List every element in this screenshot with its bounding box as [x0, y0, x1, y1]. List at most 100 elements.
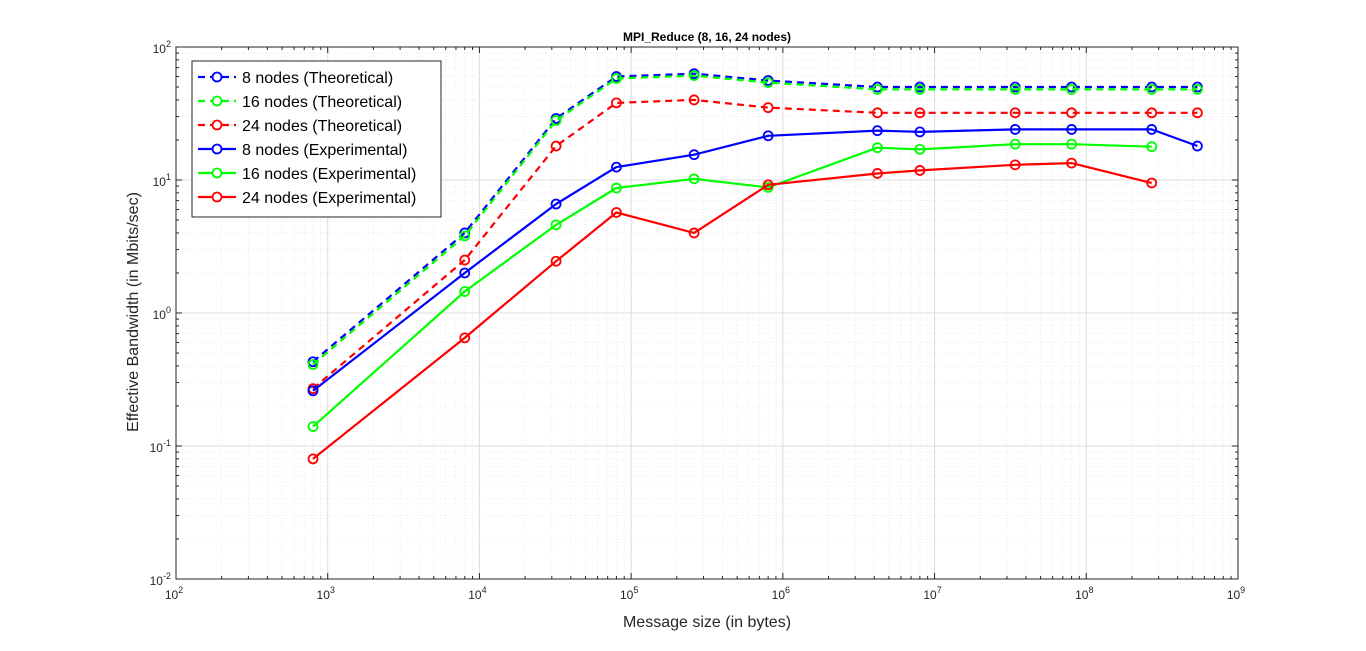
data-point [914, 83, 926, 95]
legend-label: 24 nodes (Experimental) [242, 190, 416, 207]
data-point [688, 70, 700, 81]
legend-label: 24 nodes (Theoretical) [242, 118, 402, 135]
data-point [1009, 107, 1021, 119]
legend-marker [211, 95, 223, 107]
legend-entry: 24 nodes (Theoretical) [198, 118, 402, 135]
x-tick-label: 109 [1227, 585, 1245, 602]
x-tick-label: 104 [468, 585, 486, 602]
series-4 [307, 124, 1203, 397]
data-point [611, 207, 622, 218]
legend-marker [211, 191, 223, 203]
data-point [762, 130, 774, 142]
legend-entry: 8 nodes (Experimental) [198, 142, 407, 159]
data-point [914, 107, 926, 119]
y-tick-label: 10-2 [150, 571, 171, 588]
data-point [307, 385, 319, 397]
data-point [1146, 177, 1158, 189]
data-point [307, 453, 319, 465]
legend-marker [211, 167, 223, 179]
data-point [1066, 157, 1077, 169]
legend-label: 8 nodes (Experimental) [242, 142, 407, 159]
series-5 [307, 138, 1158, 432]
data-point [1066, 83, 1077, 95]
x-axis-label: Message size (in bytes) [623, 614, 791, 631]
data-point [872, 125, 883, 137]
data-point [872, 83, 883, 95]
series-3 [307, 94, 1203, 395]
data-point [1192, 83, 1203, 95]
data-point [550, 140, 562, 152]
series-line [312, 128, 1198, 392]
series-line [312, 74, 1198, 366]
data-point [1192, 107, 1203, 119]
y-axis-label: Effective Bandwidth (in Mbits/sec) [125, 192, 142, 432]
data-point [872, 168, 883, 179]
data-point [307, 359, 319, 370]
data-point [688, 227, 700, 239]
data-point [762, 102, 774, 114]
data-point [872, 107, 883, 119]
axes [175, 46, 1239, 580]
data-point [611, 73, 622, 84]
y-tick-label: 102 [153, 39, 171, 56]
legend-label: 16 nodes (Experimental) [242, 166, 416, 183]
y-tick-label: 101 [153, 172, 171, 189]
legend-label: 16 nodes (Theoretical) [242, 94, 402, 111]
data-point [611, 97, 622, 109]
series-line [312, 143, 1152, 428]
data-point [459, 267, 471, 279]
data-point [762, 77, 774, 88]
legend: 8 nodes (Theoretical) 16 nodes (Theoretic… [191, 60, 442, 218]
data-point [762, 179, 774, 191]
tick-labels: 102 103 104 105 106 107 108 109 10-2 10-1 100 101 10… [150, 39, 1246, 602]
data-point [1066, 107, 1077, 119]
legend-entry: 16 nodes (Theoretical) [198, 94, 402, 111]
data-point [914, 143, 926, 155]
series-line [312, 72, 1198, 363]
x-tick-label: 107 [923, 585, 941, 602]
x-tick-label: 108 [1075, 585, 1093, 602]
legend-entry: 8 nodes (Theoretical) [198, 70, 393, 87]
data-point [1066, 124, 1077, 135]
legend-marker [211, 71, 223, 83]
data-point [1009, 138, 1021, 150]
legend-entry: 24 nodes (Experimental) [198, 190, 416, 207]
data-point [872, 142, 883, 154]
legend-entry: 16 nodes (Experimental) [198, 166, 416, 183]
data-point [1146, 83, 1158, 95]
legend-marker [211, 143, 223, 155]
series-line [312, 162, 1152, 460]
data-point [1146, 107, 1158, 119]
data-point [1009, 124, 1021, 135]
y-tick-label: 10-1 [150, 438, 171, 455]
data-point [1146, 141, 1158, 153]
series-2 [307, 70, 1203, 370]
series-6 [307, 157, 1158, 465]
legend-marker [211, 119, 223, 131]
y-tick-label: 100 [153, 305, 171, 322]
legend-box [191, 60, 442, 218]
data-point [688, 94, 700, 106]
data-point [307, 421, 319, 432]
legend-label: 8 nodes (Theoretical) [242, 70, 393, 87]
data-point [914, 165, 926, 176]
data-point [688, 149, 700, 161]
data-point [611, 161, 622, 173]
series-layer [307, 68, 1203, 465]
data-point [550, 219, 562, 231]
data-point [1009, 83, 1021, 95]
data-point [459, 254, 471, 266]
data-point [459, 230, 471, 242]
data-point [1066, 138, 1077, 150]
chart-title: MPI_Reduce (8, 16, 24 nodes) [623, 30, 791, 44]
data-point [550, 255, 562, 267]
data-point [611, 182, 622, 194]
x-tick-label: 103 [317, 585, 335, 602]
data-point [688, 173, 700, 185]
x-tick-label: 102 [165, 585, 183, 602]
data-point [459, 286, 471, 297]
data-point [1146, 124, 1158, 135]
data-point [1009, 159, 1021, 171]
data-point [1192, 140, 1203, 152]
